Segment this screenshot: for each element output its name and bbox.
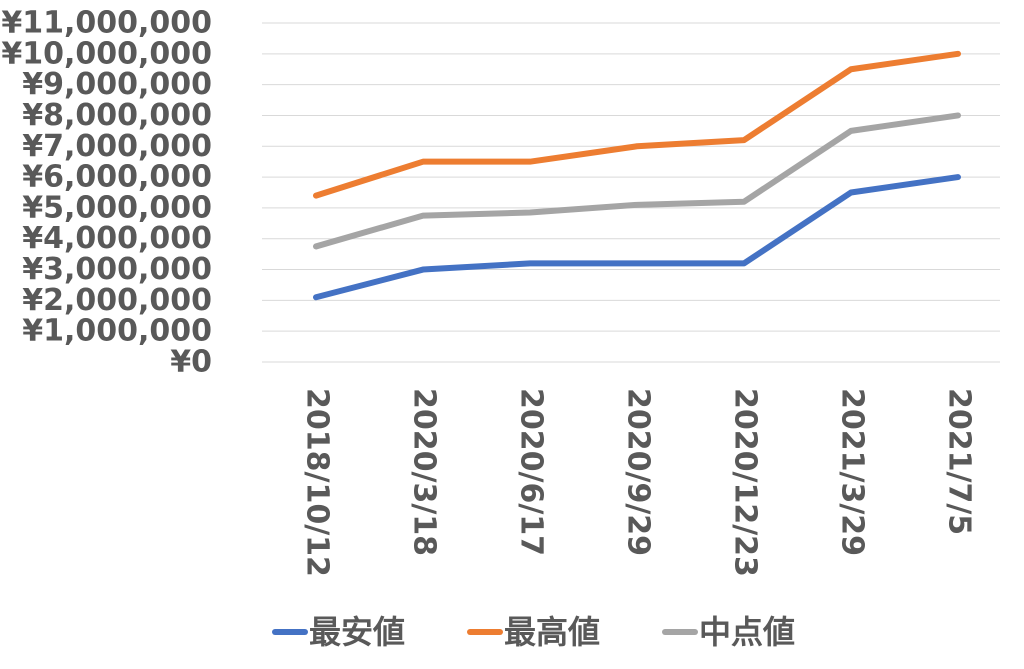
y-tick-label: ¥7,000,000 — [22, 129, 212, 164]
y-tick-label: ¥11,000,000 — [1, 6, 212, 41]
x-tick-label: 2020/3/18 — [407, 388, 442, 556]
y-tick-label: ¥0 — [170, 345, 212, 380]
y-tick-label: ¥2,000,000 — [22, 283, 212, 318]
y-tick-label: ¥9,000,000 — [22, 67, 212, 102]
x-tick-label: 2018/10/12 — [300, 388, 335, 577]
legend-label: 中点値 — [699, 613, 795, 651]
y-axis-tick-labels: ¥0¥1,000,000¥2,000,000¥3,000,000¥4,000,0… — [1, 6, 212, 380]
x-tick-label: 2020/12/23 — [728, 388, 763, 577]
x-axis-tick-labels: 2018/10/12 2020/3/18 2020/6/17 2020/9/29 202… — [300, 388, 977, 577]
series-line-1 — [313, 50, 961, 199]
x-tick-label: 2021/3/29 — [835, 388, 870, 556]
x-tick-label: 2021/7/5 — [942, 388, 977, 535]
legend-label: 最高値 — [504, 613, 600, 651]
y-tick-label: ¥3,000,000 — [22, 252, 212, 287]
series-lines — [313, 50, 961, 301]
y-tick-label: ¥10,000,000 — [1, 36, 212, 71]
legend-label: 最安値 — [309, 613, 405, 651]
series-line-0 — [313, 174, 961, 301]
gridlines — [262, 22, 1000, 363]
y-tick-label: ¥8,000,000 — [22, 98, 212, 133]
x-tick-label: 2020/9/29 — [621, 388, 656, 556]
y-tick-label: ¥5,000,000 — [22, 190, 212, 225]
y-tick-label: ¥4,000,000 — [22, 221, 212, 256]
y-tick-label: ¥1,000,000 — [22, 314, 212, 349]
y-tick-label: ¥6,000,000 — [22, 160, 212, 195]
x-tick-label: 2020/6/17 — [514, 388, 549, 556]
series-line-2 — [313, 112, 961, 250]
legend: 最安値 最高値 中点値 — [272, 613, 795, 651]
